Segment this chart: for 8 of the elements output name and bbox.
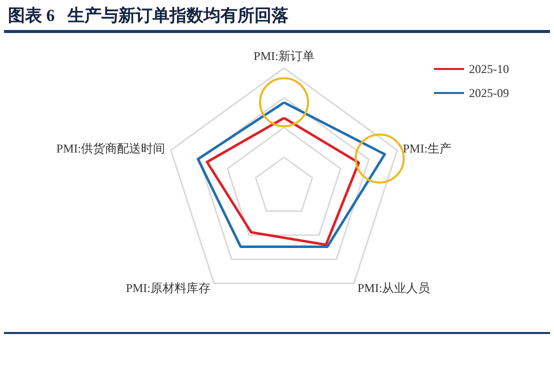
spoke-label: PMI:供货商配送时间 (56, 141, 166, 156)
spoke-label: PMI:原材料库存 (126, 281, 211, 296)
spoke-label: PMI:从业人员 (357, 281, 430, 296)
legend-label: 2025-10 (469, 62, 510, 76)
spoke-label: PMI:生产 (402, 141, 452, 156)
legend-label: 2025-09 (469, 86, 510, 100)
chart-title: 图表 6 生产与新订单指数均有所回落 (8, 5, 288, 27)
spoke-label: PMI:新订单 (254, 49, 314, 63)
